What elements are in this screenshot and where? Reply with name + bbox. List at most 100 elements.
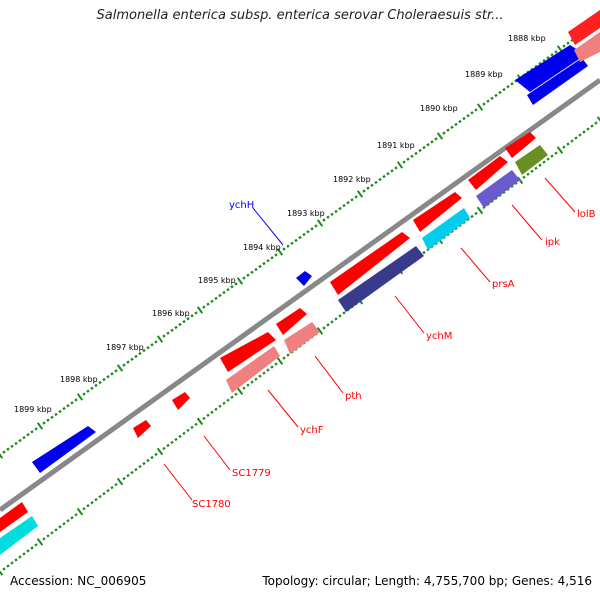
minor-tick [178,434,182,439]
major-tick [316,327,324,335]
minor-tick [458,119,462,124]
minor-tick [82,392,86,396]
gene-feature-ychH-blue[interactable] [296,271,312,286]
minor-tick [202,305,206,309]
minor-tick [70,516,74,520]
minor-tick [94,497,98,502]
minor-tick [394,166,398,170]
minor-tick [214,296,218,301]
minor-tick [138,351,142,356]
gene-label-lolB[interactable]: lolB [577,209,596,220]
gene-feature-blue-topright[interactable] [515,45,585,92]
gene-feature-red-bottomleft[interactable] [0,502,28,532]
gene-feature-ipk-red[interactable] [468,156,508,190]
minor-tick [286,353,290,357]
kbp-label: 1891 kbp [377,141,415,150]
major-tick [236,277,244,285]
minor-tick [230,395,234,399]
gene-feature-cyan-bottomleft[interactable] [0,516,38,555]
gene-feature-pth-salmon[interactable] [284,322,320,354]
minor-tick [150,343,154,347]
gene-label-SC1780[interactable]: SC1780 [192,499,231,510]
gene-feature-prsA-red[interactable] [413,192,462,232]
minor-tick [58,409,62,414]
gene-feature-red-top[interactable] [568,10,600,45]
minor-tick [454,122,458,127]
minor-tick [190,425,194,430]
minor-tick [546,157,550,161]
major-tick [116,477,124,486]
minor-tick [58,525,62,529]
minor-tick [590,124,594,128]
gene-label-ychH[interactable]: ychH [229,200,254,211]
major-tick [36,538,44,546]
minor-tick [338,314,342,318]
gene-feature-blue-reverse-top[interactable] [527,58,588,105]
minor-tick [326,215,330,219]
minor-tick [42,537,46,541]
gene-feature-blue-left[interactable] [32,426,96,473]
gene-label-SC1779[interactable]: SC1779 [232,468,271,479]
major-tick [76,507,84,516]
gene-feature-ychF-red[interactable] [220,332,276,372]
gene-label-pth[interactable]: pth [345,391,362,402]
minor-tick [254,267,258,272]
leader-ychM [394,295,425,334]
gene-label-ipk[interactable]: ipk [545,237,560,248]
gene-feature-lolB-olive[interactable] [515,145,548,175]
gene-feature-ychM-navy[interactable] [338,246,424,312]
gene-feature-SC1779-red[interactable] [172,392,190,410]
minor-tick [62,522,66,526]
minor-tick [562,145,566,149]
major-tick [596,116,600,122]
minor-tick [34,543,38,547]
gene-feature-ipk-purple[interactable] [476,170,520,208]
gene-leaders [163,177,576,501]
gene-label-ychM[interactable]: ychM [426,331,452,342]
minor-tick [370,183,374,187]
minor-tick [30,430,34,434]
minor-tick [234,282,238,286]
major-tick [196,306,204,314]
minor-tick [242,276,246,280]
minor-tick [30,546,34,550]
minor-tick [434,137,438,141]
gene-labels: ychH lolB ipk prsA ychM pth ychF SC1779 … [192,200,596,510]
minor-tick [202,416,206,421]
kbp-label: 1888 kbp [508,34,546,43]
minor-tick [126,473,130,478]
minor-tick [114,369,118,373]
minor-tick [442,131,446,135]
gene-feature-ychM-red[interactable] [330,232,410,295]
gene-feature-prsA-cyan[interactable] [422,208,470,250]
minor-tick [522,175,526,179]
minor-tick [86,389,90,393]
leader-prsA [460,247,491,283]
minor-tick [298,235,302,240]
minor-tick [322,218,326,222]
minor-tick [70,401,74,405]
minor-tick [10,444,14,448]
minor-tick [106,488,110,493]
minor-tick [18,555,22,559]
gene-feature-salmon-top[interactable] [574,32,600,62]
gene-label-prsA[interactable]: prsA [492,279,515,290]
minor-tick [34,427,38,431]
minor-tick [594,121,598,125]
leader-ipk [511,204,543,241]
minor-tick [350,198,354,202]
minor-tick [26,433,30,437]
gene-feature-SC1780-red[interactable] [133,420,151,438]
minor-tick [2,567,6,571]
minor-tick [550,53,554,57]
minor-tick [222,290,226,295]
minor-tick [270,365,274,369]
minor-tick [250,380,254,384]
gene-feature-ychF-salmon[interactable] [226,346,280,393]
gene-feature-lolB-red[interactable] [505,132,536,158]
minor-tick [294,238,298,243]
outer-tick-ring [0,16,600,459]
gene-feature-pth-red[interactable] [276,308,307,335]
genome-backbone [0,77,600,513]
gene-label-ychF[interactable]: ychF [300,425,324,436]
